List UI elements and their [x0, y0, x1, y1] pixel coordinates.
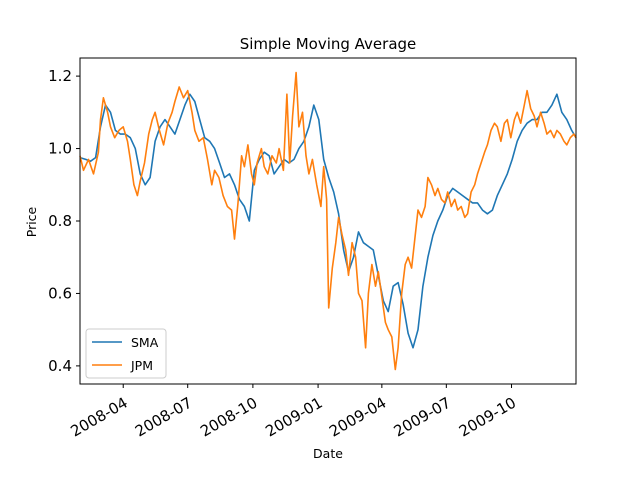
y-axis-label: Price: [24, 206, 39, 237]
legend-label-jpm: JPM: [130, 358, 153, 373]
y-tick-label: 1.2: [48, 67, 72, 85]
y-tick-label: 0.4: [48, 357, 72, 375]
chart-title: Simple Moving Average: [240, 35, 417, 53]
y-tick-label: 0.8: [48, 212, 72, 230]
series-line-jpm: [79, 71, 577, 371]
plot-area: [79, 71, 577, 371]
legend: SMA JPM: [85, 328, 167, 379]
y-tick-label: 0.6: [48, 284, 72, 302]
legend-label-sma: SMA: [131, 335, 159, 350]
series-line-sma: [79, 93, 577, 349]
x-axis-label: Date: [313, 446, 343, 461]
y-tick-label: 1.0: [48, 140, 72, 158]
